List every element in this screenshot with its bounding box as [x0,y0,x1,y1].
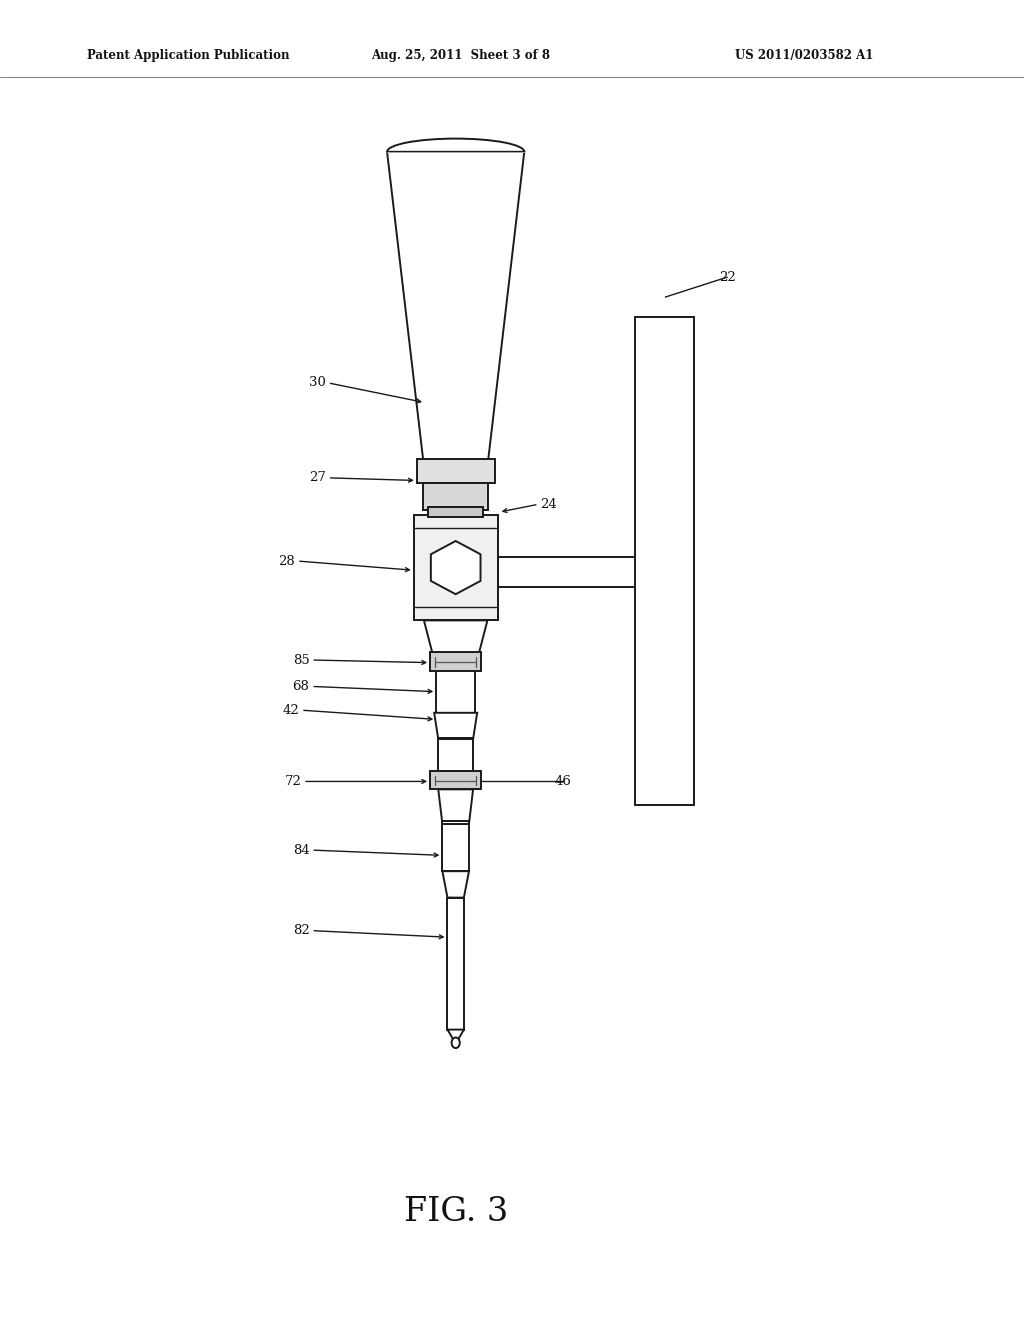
Polygon shape [434,713,477,739]
Polygon shape [447,1030,464,1040]
Bar [438,738,473,771]
Polygon shape [438,789,473,824]
Text: 85: 85 [293,653,309,667]
Bar [442,821,469,871]
Polygon shape [442,871,469,898]
Polygon shape [387,152,524,475]
Text: 84: 84 [293,843,309,857]
Bar [447,898,464,1030]
Text: FIG. 3: FIG. 3 [403,1196,508,1228]
Text: 68: 68 [293,680,309,693]
Text: 72: 72 [285,775,301,788]
Bar [414,515,498,620]
Text: 46: 46 [555,775,571,788]
Polygon shape [438,738,473,739]
Polygon shape [431,541,480,594]
Bar [417,459,495,483]
Text: Aug. 25, 2011  Sheet 3 of 8: Aug. 25, 2011 Sheet 3 of 8 [371,49,550,62]
Polygon shape [442,821,469,824]
Text: 30: 30 [309,376,326,389]
Text: Patent Application Publication: Patent Application Publication [87,49,290,62]
Bar [430,771,481,789]
Text: 82: 82 [293,924,309,937]
Text: 22: 22 [719,271,735,284]
Polygon shape [424,620,487,660]
Text: 24: 24 [541,498,557,511]
Bar [428,507,483,517]
Bar [635,317,694,805]
Bar [430,652,481,671]
Text: 42: 42 [283,704,299,717]
Text: US 2011/0203582 A1: US 2011/0203582 A1 [735,49,873,62]
Circle shape [452,1038,460,1048]
Polygon shape [434,657,477,660]
Bar [436,657,475,713]
Text: 28: 28 [279,554,295,568]
Text: 27: 27 [309,471,326,484]
Bar [423,483,488,510]
